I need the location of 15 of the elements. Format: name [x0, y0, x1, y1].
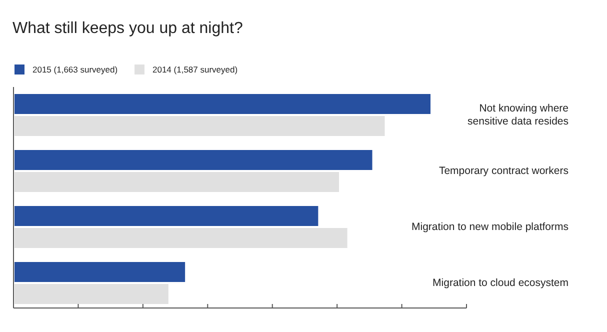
y-tick-label: Temporary contract workers: [438, 165, 569, 177]
bar: [14, 150, 372, 170]
chart-title: What still keeps you up at night?: [12, 20, 243, 37]
bar: [14, 172, 339, 192]
y-tick-label: Migration to cloud ecosystem: [432, 277, 569, 289]
legend-label: 2015 (1,663 surveyed): [32, 64, 118, 74]
bar: [14, 262, 186, 282]
y-tick-label: Not knowing where sensitive data resides: [468, 102, 569, 128]
bar: [14, 94, 430, 114]
legend-label: 2014 (1,587 surveyed): [152, 64, 238, 74]
y-tick-label: Migration to new mobile platforms: [412, 221, 568, 233]
bar: [14, 206, 318, 226]
bar: [14, 228, 348, 248]
bar: [14, 284, 168, 304]
bar: [14, 116, 385, 136]
